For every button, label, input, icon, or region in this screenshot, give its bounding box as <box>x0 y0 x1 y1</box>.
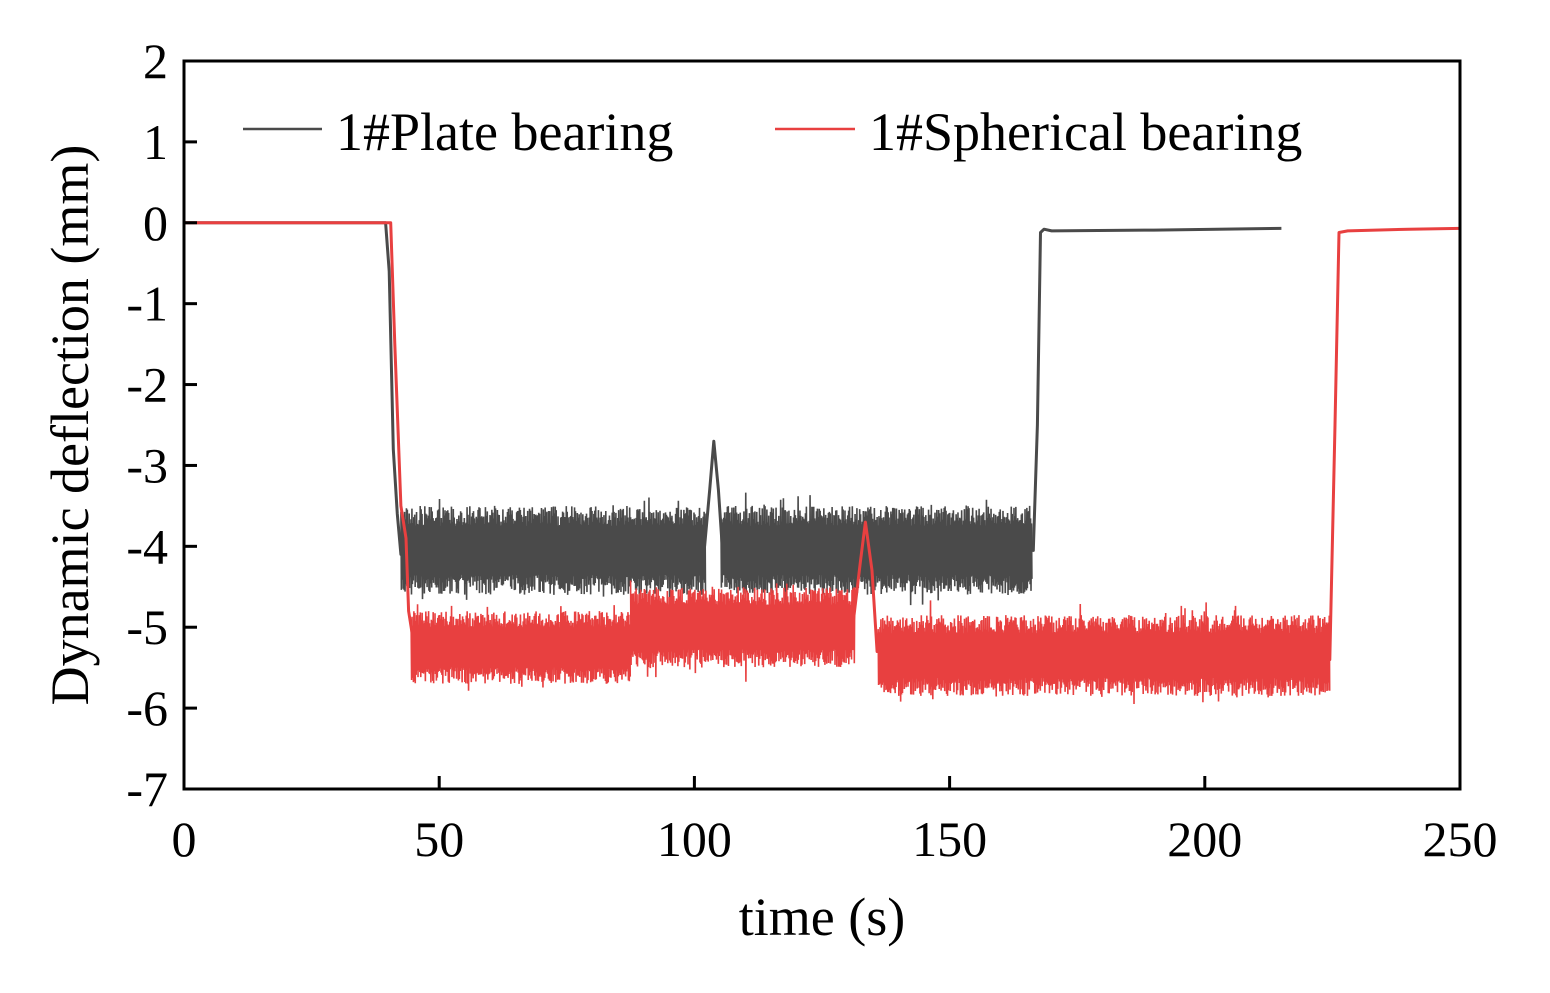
y-tick-label: -3 <box>126 437 168 493</box>
x-tick-label: 150 <box>912 811 987 867</box>
y-tick-label: 0 <box>143 195 168 251</box>
x-tick-label: 0 <box>172 811 197 867</box>
x-tick-label: 50 <box>414 811 464 867</box>
y-tick-label: -2 <box>126 357 168 413</box>
series-1-vibration-band-0 <box>410 604 632 691</box>
y-tick-label: -5 <box>126 599 168 655</box>
x-axis-title: time (s) <box>739 887 905 947</box>
legend-label-plate-bearing: 1#Plate bearing <box>336 102 673 162</box>
y-tick-label: -4 <box>126 518 168 574</box>
series-layer <box>184 221 1460 705</box>
y-tick-label: 1 <box>143 114 168 170</box>
x-tick-label: 100 <box>657 811 732 867</box>
y-axis: 2 1 0 -1 -2 -3 -4 -5 -6 -7 <box>126 33 197 817</box>
series-1-vibration-band-1 <box>629 580 856 682</box>
y-tick-label: -7 <box>126 761 168 817</box>
series-0-vibration-band-0 <box>400 497 707 601</box>
legend-label-spherical-bearing: 1#Spherical bearing <box>869 102 1302 162</box>
legend: 1#Plate bearing 1#Spherical bearing <box>243 102 1302 162</box>
series-1-vibration-band-2 <box>877 600 1331 705</box>
series-0-vibration-band-1 <box>720 492 1033 606</box>
y-tick-label: -1 <box>126 276 168 332</box>
x-axis: 0 50 100 150 200 250 <box>172 776 1498 867</box>
y-tick-label: -6 <box>126 680 168 736</box>
y-axis-title: Dynamic deflection (mm) <box>40 145 100 706</box>
y-tick-label: 2 <box>143 33 168 89</box>
plot-frame <box>182 59 1462 791</box>
x-tick-label: 200 <box>1167 811 1242 867</box>
x-tick-label: 250 <box>1423 811 1498 867</box>
series-line-0 <box>184 221 1282 556</box>
